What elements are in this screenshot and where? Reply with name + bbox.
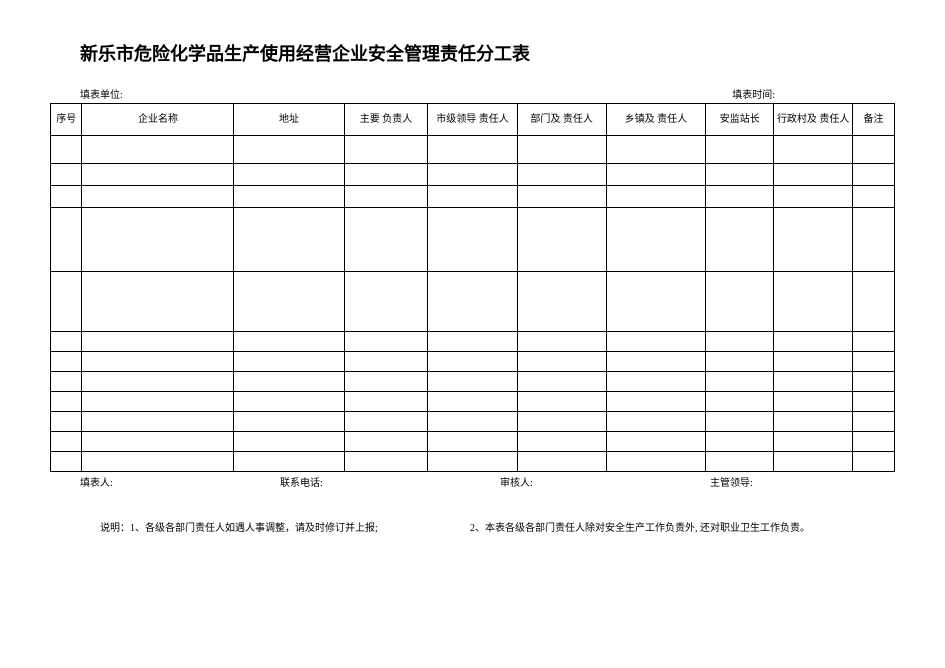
table-row (51, 272, 895, 332)
table-row (51, 452, 895, 472)
table-row (51, 186, 895, 208)
col-header-company: 企业名称 (82, 104, 234, 136)
col-header-index: 序号 (51, 104, 82, 136)
filling-time-label: 填表时间: (732, 86, 865, 101)
table-row (51, 136, 895, 164)
table-row (51, 332, 895, 352)
table-header-row: 序号 企业名称 地址 主要 负责人 市级领导 责任人 部门及 责任人 乡镇及 责… (51, 104, 895, 136)
footer-leader: 主管领导: (710, 474, 870, 489)
col-header-main-person: 主要 负责人 (344, 104, 428, 136)
table-row (51, 432, 895, 452)
footer-filler: 填表人: (80, 474, 280, 489)
header-meta-row: 填表单位: 填表时间: (50, 86, 895, 101)
document-title: 新乐市危险化学品生产使用经营企业安全管理责任分工表 (50, 40, 895, 66)
table-row (51, 392, 895, 412)
col-header-safety-head: 安监站长 (706, 104, 774, 136)
col-header-village-person: 行政村及 责任人 (774, 104, 853, 136)
footer-reviewer: 审核人: (500, 474, 710, 489)
table-row (51, 208, 895, 272)
note-1: 说明：1、各级各部门责任人如遇人事调整，请及时修订并上报; (100, 519, 470, 534)
table-row (51, 164, 895, 186)
table-row (51, 352, 895, 372)
col-header-town-person: 乡镇及 责任人 (606, 104, 706, 136)
table-row (51, 412, 895, 432)
note-2: 2、本表各级各部门责任人除对安全生产工作负责外, 还对职业卫生工作负责。 (470, 519, 810, 534)
table-row (51, 372, 895, 392)
notes-row: 说明：1、各级各部门责任人如遇人事调整，请及时修订并上报; 2、本表各级各部门责… (50, 519, 895, 534)
responsibility-table: 序号 企业名称 地址 主要 负责人 市级领导 责任人 部门及 责任人 乡镇及 责… (50, 103, 895, 472)
col-header-city-leader: 市级领导 责任人 (428, 104, 517, 136)
col-header-address: 地址 (234, 104, 344, 136)
filling-unit-label: 填表单位: (80, 86, 123, 101)
footer-phone: 联系电话: (280, 474, 500, 489)
table-body (51, 136, 895, 472)
footer-sign-row: 填表人: 联系电话: 审核人: 主管领导: (50, 474, 895, 489)
col-header-dept-person: 部门及 责任人 (517, 104, 606, 136)
col-header-remark: 备注 (853, 104, 895, 136)
